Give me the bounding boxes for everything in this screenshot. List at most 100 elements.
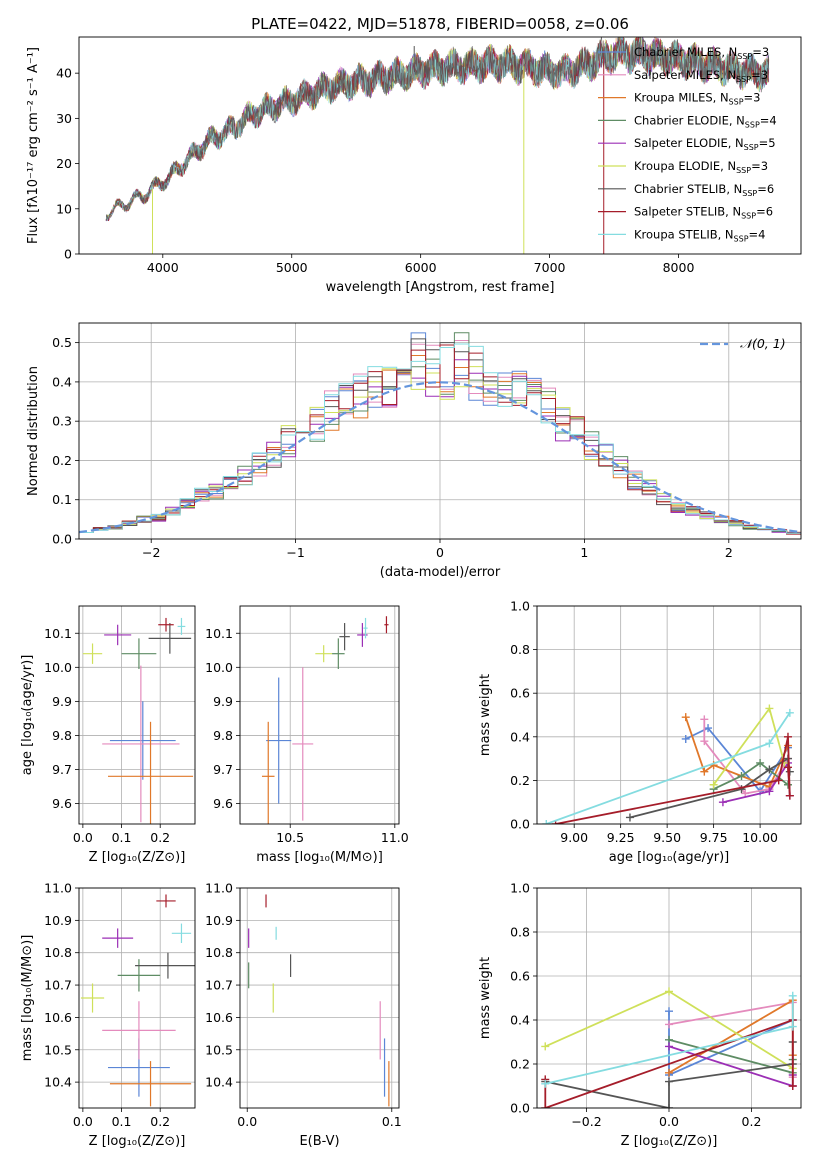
- figure-title: PLATE=0422, MJD=51878, FIBERID=0058, z=0…: [251, 15, 629, 33]
- x-tick-label: 0: [436, 545, 444, 560]
- axes-frame: [78, 36, 802, 255]
- errorbars: [248, 894, 390, 1107]
- weight-marker-chabrier_stelib: [625, 813, 634, 822]
- x-tick-label: 0.2: [150, 830, 170, 845]
- x-tick-label: 6000: [405, 260, 437, 275]
- axes-frame: [239, 887, 400, 1109]
- y-tick-label: 9.9: [52, 694, 72, 709]
- y-tick-label: 0.8: [510, 925, 530, 940]
- histogram-steps: [79, 332, 801, 535]
- legend-label: Salpeter MILES, NSSP=3: [634, 68, 768, 84]
- weight-marker-salpeter_elodie: [718, 798, 727, 807]
- legend-label: Chabrier STELIB, NSSP=6: [634, 182, 774, 198]
- y-tick-label: 0.3: [52, 414, 72, 429]
- axes-frame: [239, 605, 400, 825]
- x-tick-label: 9.75: [700, 830, 728, 845]
- y-tick-label: 10.1: [44, 626, 72, 641]
- y-tick-label: 10.4: [44, 1075, 72, 1090]
- weight-line-kroupa_miles: [668, 998, 794, 1074]
- legend-nssp: =4: [749, 227, 766, 241]
- y-tick-label: 10.0: [205, 660, 233, 675]
- weight-marker-kroupa_stelib: [785, 708, 794, 717]
- legend-nssp: =6: [757, 182, 774, 196]
- legend-subscript: SSP: [729, 98, 744, 107]
- weight-marker-kroupa_stelib: [788, 991, 797, 1000]
- weight-lines: [541, 987, 797, 1108]
- weight-marker-salpeter_elodie: [765, 787, 774, 796]
- legend-label: Kroupa MILES, NSSP=3: [634, 91, 760, 107]
- x-tick-label: 0.0: [73, 1114, 93, 1129]
- y-tick-label: 10.9: [205, 913, 233, 928]
- weight-marker-chabrier_stelib: [665, 1077, 673, 1086]
- y-tick-label: 10.5: [44, 1042, 72, 1057]
- legend-nssp: =3: [744, 91, 761, 105]
- axes-frame: [78, 322, 802, 540]
- y-tick-label: 10.4: [205, 1075, 233, 1090]
- x-tick-label: 2: [725, 545, 733, 560]
- weight-marker-kroupa_miles: [681, 713, 690, 722]
- y-tick-label: 0.2: [52, 453, 72, 468]
- x-axis-label: Z [log₁₀(Z/Z⊙)]: [621, 1134, 718, 1149]
- weight-line-chabrier_miles: [685, 726, 789, 793]
- weight-marker-chabrier_stelib: [737, 785, 746, 794]
- weight-marker-salpeter_stelib: [783, 763, 792, 772]
- x-tick-label: 7000: [534, 260, 566, 275]
- weight-marker-salpeter_stelib: [785, 791, 794, 800]
- legend-subscript: SSP: [736, 75, 751, 84]
- normal-curve: [79, 381, 801, 534]
- weight-marker-kroupa_stelib: [541, 1079, 550, 1088]
- errorbars: [82, 617, 194, 824]
- y-tick-label: 0.4: [510, 729, 530, 744]
- x-tick-label: −0.2: [571, 1114, 601, 1129]
- x-axis-label: wavelength [Angstrom, rest frame]: [326, 280, 555, 295]
- y-tick-label: 0.8: [510, 642, 530, 657]
- y-tick-label: 10.7: [44, 978, 72, 993]
- weight-marker-kroupa_miles: [665, 1068, 673, 1077]
- weight-marker-kroupa_stelib: [788, 1022, 797, 1031]
- y-tick-label: 0.6: [510, 686, 530, 701]
- legend-nssp: =3: [751, 159, 768, 173]
- legend-nssp: =4: [760, 113, 777, 127]
- x-tick-label: 0.2: [742, 1114, 762, 1129]
- weight-marker-chabrier_miles: [681, 734, 690, 743]
- x-axis-label: age [log₁₀(age/yr)]: [609, 850, 730, 865]
- axes-frame: [536, 605, 802, 825]
- weight-marker-chabrier_miles: [704, 724, 713, 733]
- x-tick-label: 5000: [276, 260, 308, 275]
- y-tick-label: 20: [56, 156, 72, 171]
- weight-line-salpeter_stelib: [544, 1018, 794, 1108]
- y-tick-label: 10.8: [44, 945, 72, 960]
- panel-mass_vs_Z: 0.0 0.1 0.2 10.4 10.5 10.6 10.7 10.8 10.9 11.0 Z […: [20, 881, 196, 1149]
- y-axis-label: mass [log₁₀(M/M⊙)]: [20, 935, 35, 1062]
- hist-series-salpeter_stelib: [79, 344, 801, 535]
- legend: Chabrier MILES, NSSP=3 Salpeter MILES, NS…: [598, 45, 777, 243]
- y-tick-label: 0.2: [510, 1057, 530, 1072]
- weight-marker-salpeter_elodie: [665, 1042, 673, 1051]
- x-axis-label: Z [log₁₀(Z/Z⊙)]: [89, 850, 186, 865]
- x-tick-label: 11.0: [381, 830, 409, 845]
- weight-marker-chabrier_elodie: [756, 758, 765, 767]
- y-tick-label: 0.4: [510, 1013, 530, 1028]
- weight-marker-kroupa_elodie: [709, 780, 718, 789]
- weight-marker-salpeter_stelib: [783, 732, 792, 741]
- panel-spectrum: 4000 5000 6000 7000 8000 0 10 20 30 40 wavelength …: [26, 36, 802, 295]
- y-tick-label: 0.5: [52, 335, 72, 350]
- legend-label: 𝒩(0, 1): [740, 336, 786, 351]
- panel-mass_weight_vs_age: 9.00 9.25 9.50 9.75 10.00 0.0 0.2 0.4 0.6 0.8 1.0 a…: [478, 599, 802, 865]
- y-tick-label: 0.0: [52, 532, 72, 547]
- legend-subscript: SSP: [745, 120, 760, 129]
- x-tick-label: 8000: [663, 260, 695, 275]
- weight-marker-kroupa_elodie: [765, 704, 774, 713]
- y-tick-label: 9.6: [213, 796, 233, 811]
- spectrum-lines: [105, 37, 770, 254]
- y-tick-label: 10.8: [205, 945, 233, 960]
- hist-series-kroupa_stelib: [79, 343, 801, 534]
- panel-mass_weight_vs_Z: −0.2 0.0 0.2 0.0 0.2 0.4 0.6 0.8 1.0 Z [log₁₀(Z/Z…: [478, 881, 802, 1149]
- y-tick-label: 10.9: [44, 913, 72, 928]
- weight-marker-salpeter_miles: [700, 737, 709, 746]
- y-tick-label: 10.6: [44, 1010, 72, 1025]
- x-tick-label: 10.00: [742, 830, 778, 845]
- axes-frame: [536, 887, 802, 1109]
- y-tick-label: 0.2: [510, 773, 530, 788]
- weight-marker-chabrier_stelib: [665, 1104, 673, 1108]
